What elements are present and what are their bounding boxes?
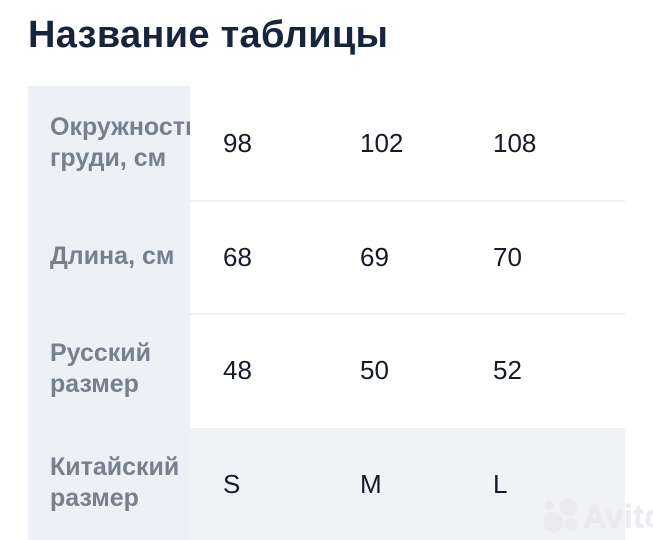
cell-value: M [360,468,382,499]
row-header-cell: Русский размер [28,313,190,425]
table-cell: 98 [190,86,327,200]
table-row: Русский размер 48 50 52 [28,313,625,425]
cell-value: 48 [223,354,252,385]
cell-value: 108 [493,127,537,158]
cell-value: 69 [360,242,389,272]
row-header-cell: Длина, см [28,200,190,313]
table-cell: 102 [327,86,460,200]
cell-value: 68 [223,242,252,272]
cell-value: 52 [493,354,522,385]
cell-value: 70 [493,242,522,272]
table-row: Длина, см 68 69 70 [28,200,625,313]
row-header-cell: Окружность груди, см [28,86,201,200]
table-cell: 69 [327,200,460,313]
table-cell: 68 [190,200,327,313]
size-table: Окружность груди, см 98 102 108 Длина, с… [28,86,625,540]
row-header-label: Окружность груди, см [50,113,201,172]
cell-value: 98 [223,127,252,158]
cell-value: 50 [360,354,389,385]
page-title: Название таблицы [28,14,389,56]
row-header-label: Китайский размер [50,452,180,512]
table-cell: 52 [460,313,625,425]
table-row: Окружность груди, см 98 102 108 [28,86,625,200]
row-header-label: Длина, см [50,242,175,270]
cell-value: L [493,468,508,499]
cell-value: 102 [360,127,404,158]
row-header-cell: Китайский размер [28,425,190,540]
cell-value: S [223,468,241,499]
table-cell: 48 [190,313,327,425]
table-cell: 50 [327,313,460,425]
table-row: Китайский размер S M L [28,425,625,540]
row-header-label: Русский размер [50,339,152,398]
table-cell: 70 [460,200,625,313]
table-cell: M [327,425,460,540]
table-cell: 108 [460,86,625,200]
table-cell: L [460,425,625,540]
table-cell: S [190,425,327,540]
